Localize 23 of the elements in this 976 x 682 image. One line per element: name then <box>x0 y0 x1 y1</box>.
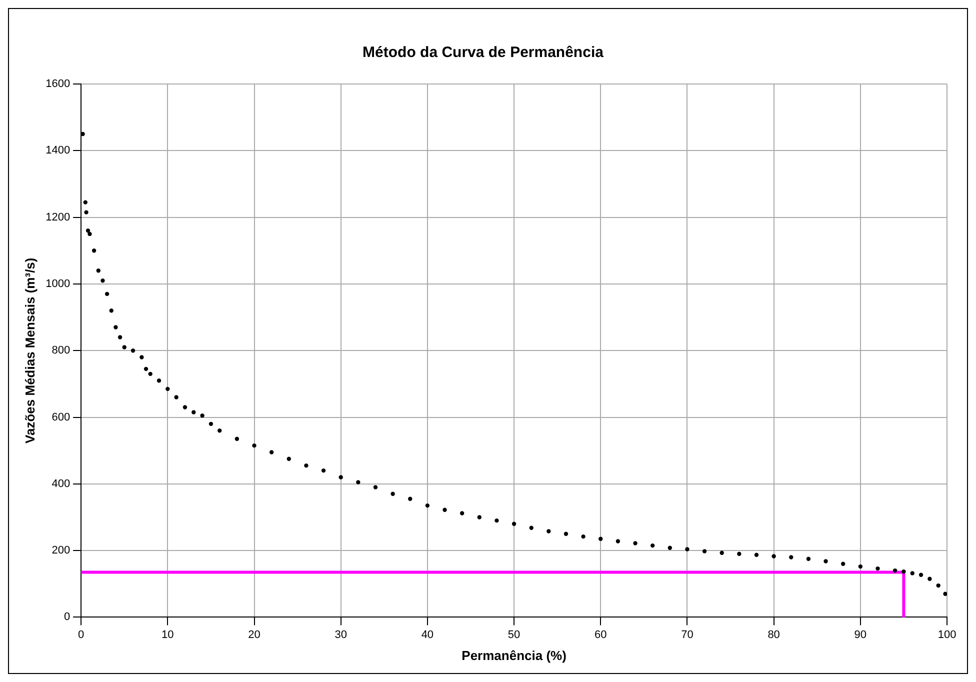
x-tick-label: 70 <box>681 628 694 641</box>
x-tick-label: 10 <box>162 628 174 641</box>
x-tick-label: 90 <box>854 628 867 641</box>
x-tick-label: 0 <box>78 628 84 641</box>
x-tick-label: 80 <box>768 628 780 641</box>
y-axis-title: Vazões Médias Mensais (m³/s) <box>22 258 38 444</box>
chart-title: Método da Curva de Permanência <box>362 44 604 62</box>
x-tick-label: 100 <box>938 628 956 641</box>
y-tick-label: 1400 <box>46 144 70 157</box>
x-tick-label: 50 <box>508 628 520 641</box>
x-tick-label: 20 <box>248 628 260 641</box>
y-tick-label: 200 <box>52 544 70 557</box>
x-tick-label: 40 <box>421 628 434 641</box>
y-tick-label: 0 <box>64 611 70 624</box>
y-tick-label: 1200 <box>46 211 70 224</box>
y-tick-label: 400 <box>52 478 70 490</box>
x-tick-label: 60 <box>594 628 607 641</box>
y-tick-label: 600 <box>52 411 70 424</box>
x-axis-title: Permanência (%) <box>462 648 566 663</box>
y-tick-label: 800 <box>52 344 70 357</box>
y-tick-label: 1000 <box>46 278 70 290</box>
x-tick-label: 30 <box>334 628 347 641</box>
y-tick-label: 1600 <box>46 78 70 90</box>
